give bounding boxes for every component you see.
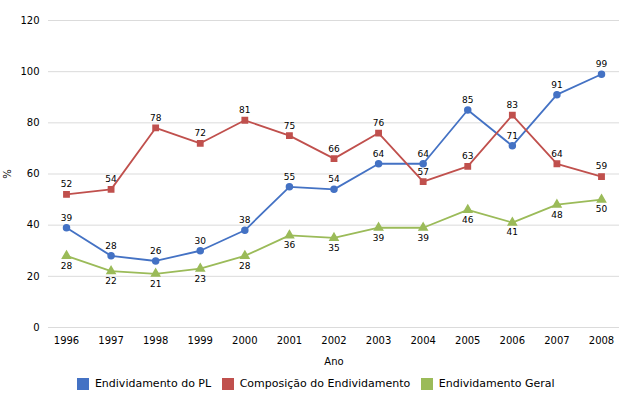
svg-text:39: 39 xyxy=(373,233,385,243)
svg-text:48: 48 xyxy=(551,210,563,220)
svg-text:1997: 1997 xyxy=(98,335,123,346)
svg-text:2002: 2002 xyxy=(321,335,346,346)
svg-text:120: 120 xyxy=(20,15,39,26)
svg-text:1998: 1998 xyxy=(143,335,168,346)
svg-text:81: 81 xyxy=(239,105,250,115)
svg-text:36: 36 xyxy=(284,240,296,250)
svg-text:64: 64 xyxy=(417,149,429,159)
svg-text:26: 26 xyxy=(150,246,162,256)
svg-text:46: 46 xyxy=(462,215,474,225)
svg-text:85: 85 xyxy=(462,95,473,105)
svg-text:28: 28 xyxy=(239,261,251,271)
svg-text:20: 20 xyxy=(27,271,40,282)
html-text:Endividamento do PL: Endividamento do PL xyxy=(94,377,212,390)
svg-text:100: 100 xyxy=(20,66,39,77)
svg-text:0: 0 xyxy=(33,322,39,333)
svg-text:55: 55 xyxy=(284,172,295,182)
html-text:Endividamento Geral: Endividamento Geral xyxy=(438,377,555,390)
svg-text:1996: 1996 xyxy=(54,335,79,346)
svg-text:75: 75 xyxy=(284,121,295,131)
svg-text:%: % xyxy=(2,169,13,179)
svg-text:50: 50 xyxy=(596,204,608,214)
svg-text:54: 54 xyxy=(328,174,340,184)
svg-text:63: 63 xyxy=(462,151,473,161)
svg-text:38: 38 xyxy=(239,215,251,225)
svg-text:41: 41 xyxy=(507,227,518,237)
svg-text:2008: 2008 xyxy=(589,335,614,346)
svg-text:1999: 1999 xyxy=(188,335,213,346)
svg-text:99: 99 xyxy=(596,59,608,69)
svg-text:28: 28 xyxy=(105,241,117,251)
svg-text:2000: 2000 xyxy=(232,335,257,346)
svg-text:39: 39 xyxy=(417,233,429,243)
svg-text:59: 59 xyxy=(596,161,608,171)
svg-text:21: 21 xyxy=(150,279,161,289)
svg-text:80: 80 xyxy=(27,117,40,128)
svg-text:2003: 2003 xyxy=(366,335,391,346)
svg-text:64: 64 xyxy=(551,149,563,159)
svg-text:71: 71 xyxy=(507,131,518,141)
svg-text:23: 23 xyxy=(195,274,206,284)
svg-text:60: 60 xyxy=(27,168,40,179)
svg-text:30: 30 xyxy=(195,236,207,246)
svg-text:2004: 2004 xyxy=(410,335,435,346)
svg-text:40: 40 xyxy=(27,219,40,230)
svg-text:54: 54 xyxy=(105,174,117,184)
svg-text:Ano: Ano xyxy=(324,356,343,367)
svg-text:57: 57 xyxy=(417,167,428,177)
svg-text:28: 28 xyxy=(61,261,73,271)
svg-text:64: 64 xyxy=(373,149,385,159)
svg-text:83: 83 xyxy=(507,100,518,110)
svg-text:76: 76 xyxy=(373,118,385,128)
svg-text:2006: 2006 xyxy=(500,335,525,346)
svg-text:39: 39 xyxy=(61,213,73,223)
svg-text:2005: 2005 xyxy=(455,335,480,346)
svg-text:91: 91 xyxy=(551,80,562,90)
html-text:Composição do Endividamento: Composição do Endividamento xyxy=(239,377,411,390)
svg-text:66: 66 xyxy=(328,144,340,154)
svg-text:78: 78 xyxy=(150,113,162,123)
svg-text:22: 22 xyxy=(105,276,116,286)
svg-text:2007: 2007 xyxy=(544,335,569,346)
svg-text:2001: 2001 xyxy=(277,335,302,346)
svg-text:52: 52 xyxy=(61,179,72,189)
svg-text:35: 35 xyxy=(328,243,339,253)
svg-text:72: 72 xyxy=(195,128,206,138)
